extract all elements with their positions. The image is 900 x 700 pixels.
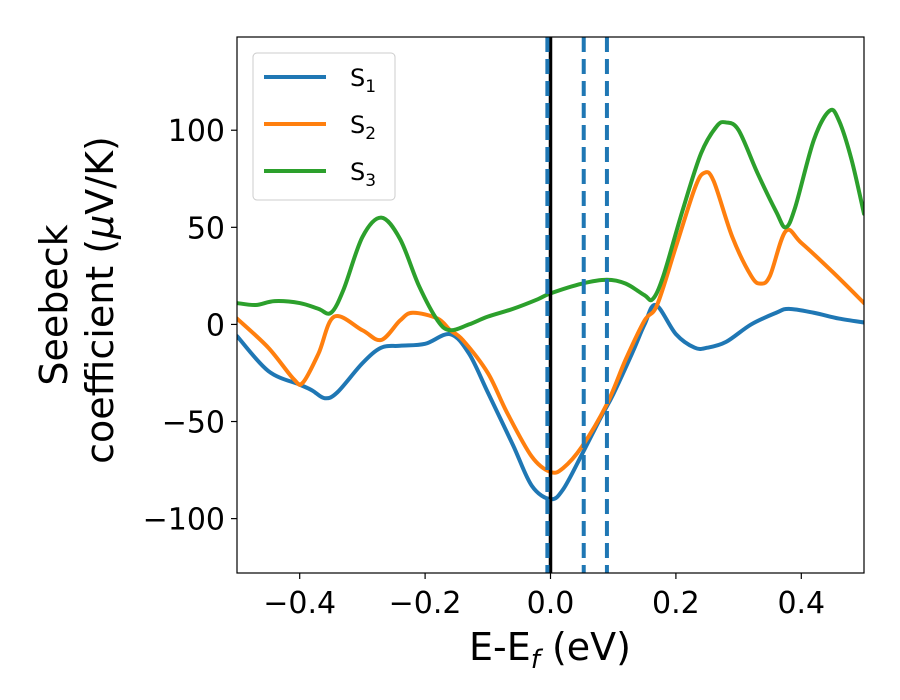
x-axis-label: E-Ef (eV): [469, 625, 631, 675]
y-axis-label-text: coefficient (: [78, 239, 122, 464]
legend-box: [252, 52, 396, 201]
x-tick-label: 0.2: [652, 586, 700, 621]
series-layer: [237, 107, 864, 502]
x-axis-label-main: E-E: [469, 625, 531, 669]
y-tick-label: −100: [143, 503, 225, 538]
x-tick-label: 0.4: [777, 586, 825, 621]
x-tick-label: 0.0: [527, 586, 575, 621]
reference-lines: [545, 37, 609, 573]
y-axis-label-line2: coefficient (μV/K): [78, 136, 122, 464]
y-axis-label-line1: Seebeck: [32, 224, 76, 385]
legend-label-s3: S3: [350, 158, 376, 191]
series-line-s2: [237, 170, 864, 475]
y-tick-label: 50: [187, 211, 225, 246]
y-tick-label: −50: [162, 406, 225, 441]
legend-label-s1: S1: [350, 64, 376, 97]
series-line-s1: [237, 302, 864, 502]
y-tick-label: 0: [206, 308, 225, 343]
x-tick-label: −0.2: [389, 586, 462, 621]
legend-label-s2: S2: [350, 111, 376, 144]
y-axis-label-mu: μ: [78, 215, 122, 240]
x-axis-label-units: (eV): [540, 625, 631, 669]
y-tick-label: 100: [168, 114, 225, 149]
y-axis-label-units: V/K): [78, 136, 122, 215]
x-axis-ticks: −0.4 −0.2 0.0 0.2 0.4: [263, 573, 825, 621]
legend: S1 S2 S3: [252, 52, 396, 201]
series-line-s3: [237, 107, 864, 333]
x-tick-label: −0.4: [263, 586, 336, 621]
y-axis-ticks: −100 −50 0 50 100: [143, 114, 237, 538]
